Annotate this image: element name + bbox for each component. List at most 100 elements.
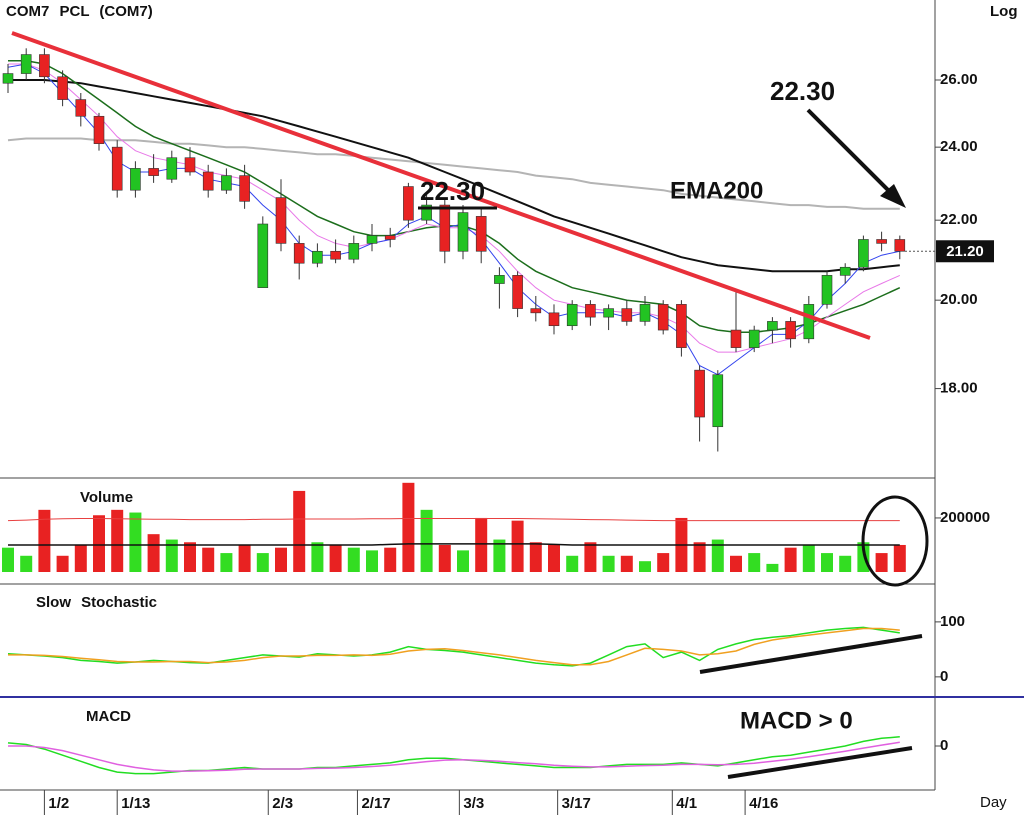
candle-body xyxy=(202,171,214,191)
volume-bar xyxy=(548,544,560,572)
candle-body xyxy=(494,275,505,284)
candle-body xyxy=(293,243,305,264)
candle-body xyxy=(858,239,869,268)
volume-bar xyxy=(2,547,14,572)
x-tick-label: 3/17 xyxy=(562,795,591,812)
volume-bar xyxy=(766,563,779,572)
volume-bar xyxy=(347,547,360,572)
y-tick-label: 0 xyxy=(940,668,948,685)
volume-bar xyxy=(802,544,815,572)
volume-bar xyxy=(74,544,87,572)
y-tick-label: 20.00 xyxy=(940,291,978,308)
volume-bar xyxy=(493,539,506,572)
candle-body xyxy=(275,197,287,244)
candle-body xyxy=(712,374,724,428)
arrow-shaft xyxy=(806,108,897,199)
volume-bar xyxy=(56,555,69,572)
volume-bar xyxy=(875,553,888,572)
x-tick-label: 4/16 xyxy=(749,795,778,812)
annotation: 22.30 xyxy=(420,176,485,206)
y-tick-label: 22.00 xyxy=(940,211,978,228)
x-tick-label: 3/3 xyxy=(463,795,484,812)
volume-bar xyxy=(238,544,251,572)
candle-body xyxy=(676,304,687,348)
x-axis-label: Day xyxy=(980,794,1007,811)
candle-body xyxy=(803,304,815,340)
volume-bar xyxy=(184,542,196,572)
candle-body xyxy=(166,157,178,180)
candle-body xyxy=(239,175,250,202)
candle-body xyxy=(657,304,669,331)
indicator-line xyxy=(8,543,900,546)
candle-body xyxy=(20,54,32,74)
candle-body xyxy=(839,266,851,276)
indicator-line xyxy=(8,627,900,666)
volume-bar xyxy=(475,517,488,572)
indicator-line xyxy=(8,79,900,273)
x-tick-label: 2/17 xyxy=(361,795,390,812)
volume-bar xyxy=(730,555,742,572)
volume-bar xyxy=(711,539,724,572)
y-tick-label: 0 xyxy=(940,737,948,754)
candle-body xyxy=(457,212,469,252)
y-tick-label: 18.00 xyxy=(940,380,978,397)
indicator-line xyxy=(7,137,900,210)
volume-bar xyxy=(511,520,524,572)
x-tick-label: 1/2 xyxy=(48,795,69,812)
volume-bar xyxy=(584,542,597,572)
marks: 18.00 20.00 22.00 24.00 26.00 21.20 200000 0 100… xyxy=(2,48,994,815)
candle-body xyxy=(785,321,796,340)
annotation: EMA200 xyxy=(670,177,763,204)
candle-body xyxy=(876,239,887,244)
volume-bar xyxy=(329,544,342,572)
macd-trend xyxy=(727,746,913,779)
volume-bar xyxy=(275,547,287,572)
panel-title: Slow Stochastic xyxy=(36,594,157,611)
candle-body xyxy=(621,308,633,322)
candle-body xyxy=(148,168,159,176)
volume-bar xyxy=(20,555,33,572)
chart-title: COM7 PCL (COM7) xyxy=(6,3,153,20)
y-tick-label: 26.00 xyxy=(940,71,978,88)
annotation: MACD > 0 xyxy=(740,707,853,734)
volume-bar xyxy=(657,553,670,572)
candle-body xyxy=(566,304,578,327)
volume-bar xyxy=(293,490,306,572)
volume-bar xyxy=(165,539,178,572)
volume-bar xyxy=(420,509,433,572)
volume-bar xyxy=(748,553,761,572)
candle-body xyxy=(730,329,742,348)
panel-title: MACD xyxy=(86,708,131,725)
volume-bar xyxy=(566,555,579,572)
indicator-line xyxy=(8,741,900,772)
volume-bar xyxy=(438,544,451,572)
candle-body xyxy=(421,204,432,221)
volume-bar xyxy=(839,555,852,572)
volume-bar xyxy=(147,534,160,572)
candle-body xyxy=(894,239,906,252)
volume-bar xyxy=(821,553,833,572)
stochastic-trend xyxy=(699,634,923,674)
candle-body xyxy=(111,146,123,191)
x-tick-label: 4/1 xyxy=(676,795,697,812)
y-tick-label: 100 xyxy=(940,613,965,630)
volume-bar xyxy=(256,553,269,572)
candle-body xyxy=(403,186,414,221)
candle-body xyxy=(603,308,614,318)
volume-bar xyxy=(693,542,706,572)
candle-body xyxy=(130,168,141,191)
volume-bar xyxy=(402,482,415,572)
x-tick-label: 1/13 xyxy=(121,795,150,812)
volume-bar xyxy=(602,555,615,572)
volume-bar xyxy=(93,515,105,572)
candle-body xyxy=(39,54,50,78)
highlight-circle xyxy=(861,495,929,587)
candle-body xyxy=(93,115,105,144)
candle-body xyxy=(257,223,269,288)
volume-bar xyxy=(111,509,124,572)
candle-body xyxy=(548,312,560,327)
candle-body xyxy=(184,157,196,173)
candle-body xyxy=(221,175,232,191)
candle-body xyxy=(639,304,651,322)
